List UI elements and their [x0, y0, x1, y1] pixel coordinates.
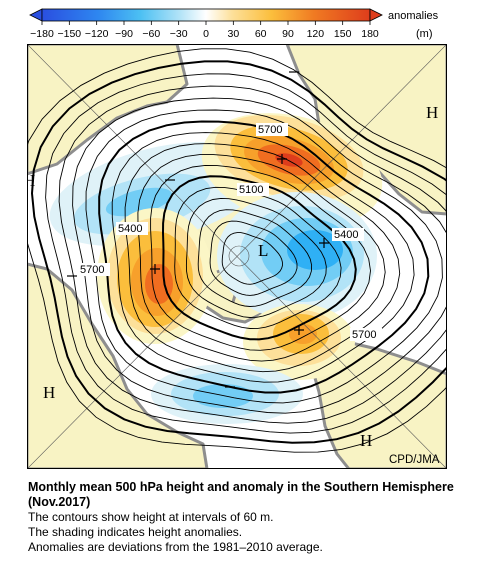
high-label: H	[43, 383, 55, 402]
polar-stereographic-map: H H H H L 5700 5100 5400 5400 5700 5700 …	[27, 44, 447, 469]
colorbar-tick-label: 0	[203, 28, 209, 40]
extrema-markers	[67, 71, 329, 388]
contour-label: 5700	[80, 264, 104, 276]
colorbar-unit-label: anomalies	[388, 10, 439, 22]
colorbar-unit-sub: (m)	[416, 28, 433, 40]
colorbar-tick-label: 90	[282, 28, 294, 40]
height-contour-line	[197, 209, 313, 307]
height-contour-line	[124, 143, 401, 373]
plus-marker	[277, 154, 287, 164]
height-contour-line	[98, 120, 430, 394]
contour-label: 5100	[239, 184, 263, 196]
anomaly-colorbar: −180 −150 −120 −90 −60 −30 0 30 60 90 120 150 180 an…	[29, 8, 439, 40]
land-australia	[27, 262, 209, 469]
colorbar-tick-label: 180	[361, 28, 379, 40]
contour-label: 5700	[352, 329, 376, 341]
high-label: H	[360, 431, 372, 450]
contour-label: 5400	[334, 229, 358, 241]
figure-caption: Monthly mean 500 hPa height and anomaly …	[28, 480, 468, 555]
colorbar-tick-label: −60	[142, 28, 160, 40]
height-contour-line	[185, 197, 327, 318]
plus-marker	[150, 264, 160, 274]
height-contour-line	[45, 73, 447, 434]
high-label: H	[27, 171, 35, 190]
height-contour-line	[58, 85, 447, 424]
height-contour-line	[111, 132, 415, 383]
credit-label: CPD/JMA	[389, 454, 440, 466]
contour-label: 5400	[118, 223, 142, 235]
plus-marker	[294, 325, 304, 335]
colorbar-tick-label: −30	[170, 28, 188, 40]
colorbar-tick-label: −180	[30, 28, 54, 40]
colorbar-left-arrow	[29, 8, 43, 22]
height-contour-line	[72, 97, 447, 414]
height-contour-line	[150, 164, 371, 351]
height-contour-line	[30, 60, 447, 444]
caption-line: The shading indicates height anomalies.	[28, 525, 243, 539]
height-contour-line	[209, 220, 298, 296]
colorbar-tick-label: −150	[58, 28, 82, 40]
land-new-zealand	[295, 340, 447, 469]
colorbar-tick-label: 150	[334, 28, 352, 40]
low-label: L	[258, 241, 268, 260]
colorbar-tick-label: −90	[115, 28, 133, 40]
caption-line: The contours show height at intervals of…	[28, 510, 274, 524]
height-contour-line	[85, 109, 443, 404]
colorbar-right-arrow	[369, 8, 383, 22]
height-contour-line	[221, 232, 283, 285]
colorbar-tick-label: 60	[255, 28, 267, 40]
colorbar-tick-label: 30	[227, 28, 239, 40]
height-contour-line	[27, 48, 447, 453]
colorbar-gradient	[41, 8, 371, 22]
graticule	[27, 44, 447, 469]
caption-title: Monthly mean 500 hPa height and anomaly …	[28, 480, 454, 509]
contour-label: 5700	[258, 124, 282, 136]
plus-marker	[319, 238, 329, 248]
height-contour-line	[137, 154, 386, 362]
caption-line: Anomalies are deviations from the 1981–2…	[28, 540, 323, 554]
height-contour-line	[174, 186, 342, 329]
map-frame	[27, 44, 447, 469]
colorbar-tick-label: −120	[85, 28, 109, 40]
high-label: H	[426, 103, 438, 122]
colorbar-tick-label: 120	[307, 28, 325, 40]
height-contour-line	[161, 175, 357, 341]
height-contours	[27, 48, 447, 453]
